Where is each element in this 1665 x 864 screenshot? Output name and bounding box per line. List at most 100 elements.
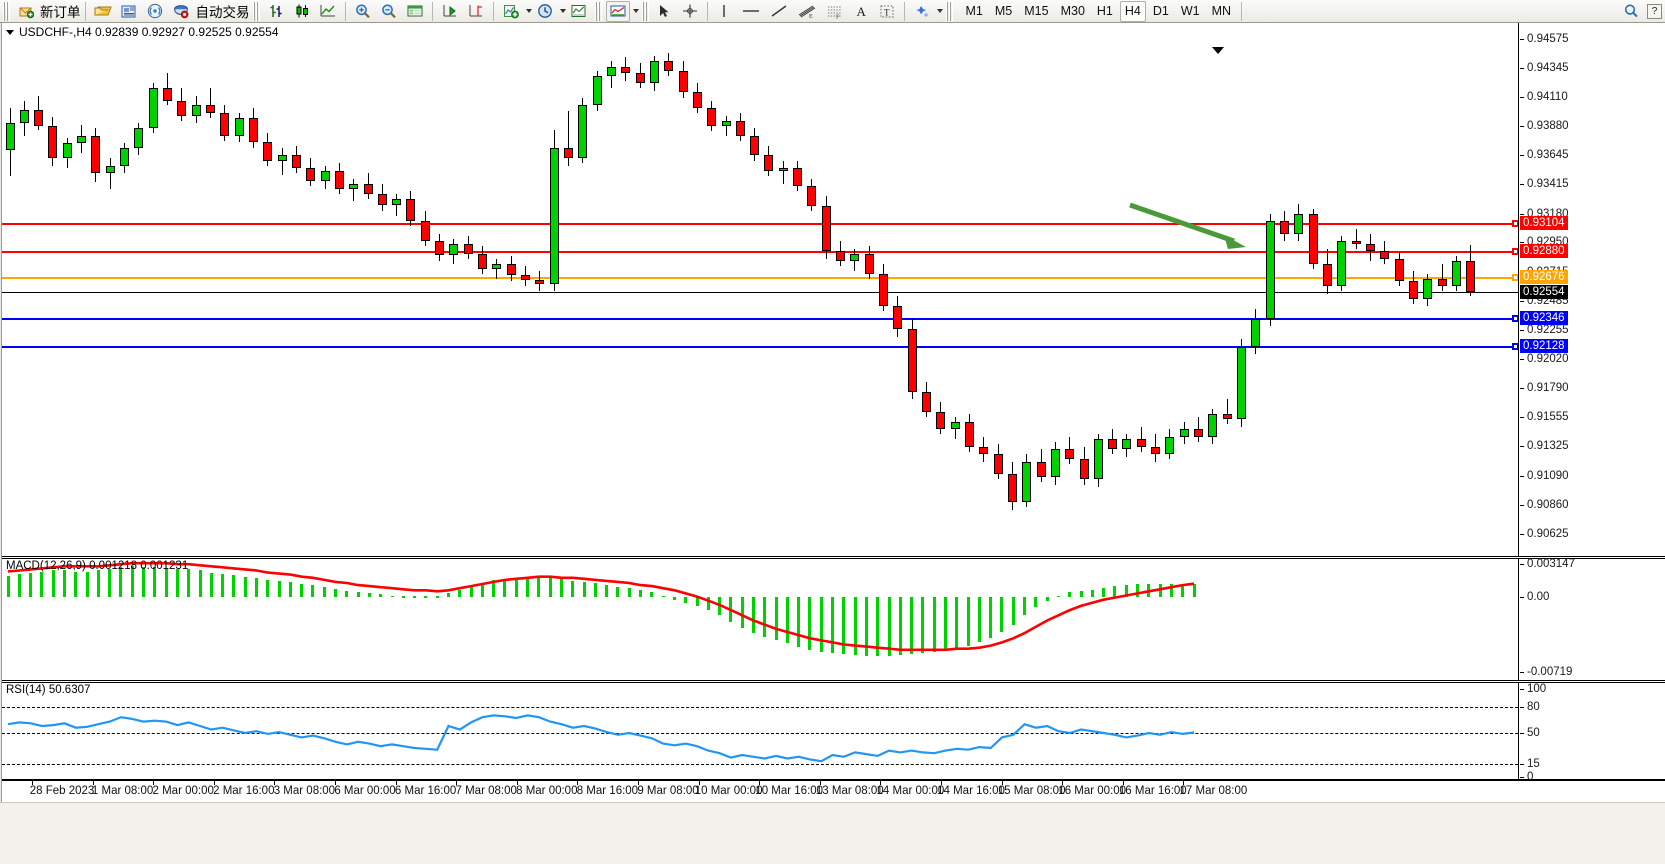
candle-body [850,253,860,262]
macd-histogram-bar [910,596,914,654]
candlestick [1365,23,1375,556]
time-label-4: 3 Mar 08:00 [273,785,336,797]
macd-histogram-bar [842,596,846,654]
rsi-plot-area[interactable] [2,683,1518,779]
candlestick [750,23,760,556]
candle-body [48,125,58,159]
level-drag-handle[interactable] [1512,248,1518,256]
collapse-chart-arrow-icon[interactable] [1212,47,1224,54]
add-indicator-icon[interactable] [499,1,523,22]
price-axis[interactable]: 0.94575 0.94345 0.94110 0.93880 0.93645 0.934… [1518,23,1665,556]
vertical-line-icon[interactable] [713,1,736,22]
objects-chevron-down-icon[interactable] [936,9,943,13]
level-drag-handle[interactable] [1512,273,1518,281]
macd-pane[interactable]: MACD(12,26,9) 0.001218 0.001231 0.003147… [2,558,1665,681]
macd-plot-area[interactable] [2,559,1518,680]
toolbar-grip[interactable] [3,1,10,21]
time-axis[interactable]: 28 Feb 2023 1 Mar 08:00 2 Mar 00:00 2 Mar 1… [2,780,1665,802]
candlestick [48,23,58,556]
macd-histogram-bar [254,577,258,597]
timeframe-h1[interactable]: H1 [1096,4,1113,18]
news-icon[interactable] [117,1,141,22]
equidistant-channel-icon[interactable]: E [794,1,820,22]
macd-tick-0.00: 0.00 [1519,590,1550,603]
templates-dropdown-icon[interactable] [605,0,630,22]
objects-icon[interactable] [910,1,934,22]
toolbar-grip-5[interactable] [945,1,953,21]
period-icon[interactable] [533,1,557,22]
toolbar-grip-2[interactable] [252,1,260,21]
candle-body [521,275,531,281]
toolbar-grip-3[interactable] [594,1,602,21]
macd-histogram-bar [51,570,55,597]
time-label-15: 14 Mar 16:00 [937,785,1005,797]
macd-histogram-bar [356,592,360,597]
bar-chart-icon[interactable] [264,1,288,22]
timeframe-h4[interactable]: H4 [1119,0,1146,22]
time-label-17: 16 Mar 00:00 [1058,785,1127,797]
candlestick-chart-icon[interactable] [290,1,314,22]
macd-histogram-bar [6,575,10,597]
crosshair-icon[interactable] [678,1,702,22]
candlestick [1093,23,1103,556]
period-chevron-down-icon[interactable] [559,9,566,13]
price-plot-area[interactable] [2,23,1518,556]
candle-wick [782,160,784,184]
macd-histogram-bar [209,572,213,597]
timeframe-mn[interactable]: MN [1211,4,1232,18]
macd-histogram-bar [1034,596,1038,607]
timeframe-m30[interactable]: M30 [1060,4,1085,18]
candle-wick [209,88,211,119]
level-drag-handle[interactable] [1512,342,1518,350]
macd-histogram-bar [175,569,179,597]
text-icon[interactable]: A [850,1,873,22]
candle-body [1208,414,1218,437]
folder-icon[interactable] [91,1,115,22]
zoom-in-icon[interactable] [351,1,375,22]
add-indicator-chevron-down-icon[interactable] [525,9,532,13]
fibonacci-icon[interactable]: F [822,1,848,22]
line-chart-icon[interactable] [316,1,340,22]
auto-scroll-icon[interactable] [438,1,462,22]
trend-arrow-annotation[interactable] [2,23,1518,556]
price-pane[interactable]: USDCHF-,H4 0.92839 0.92927 0.92525 0.925… [2,23,1665,557]
chart-shift-icon[interactable] [464,1,488,22]
expert-advisor-icon[interactable] [169,1,193,22]
timeframe-m15[interactable]: M15 [1024,4,1049,18]
chevron-down-icon[interactable] [6,29,14,35]
candlestick [19,23,29,556]
zoom-out-icon[interactable] [377,1,401,22]
candlestick [1394,23,1404,556]
timeframe-group: M1 M5 M15 M30 H1 H4 D1 W1 MN [960,0,1238,22]
timeframe-w1[interactable]: W1 [1180,4,1200,18]
timeframe-d1[interactable]: D1 [1152,4,1169,18]
cursor-icon[interactable] [653,1,676,22]
templates-icon[interactable] [567,1,591,22]
new-order-label[interactable]: 新订单 [40,5,81,20]
help-icon[interactable]: ? [1647,3,1662,19]
timeframe-m5[interactable]: M5 [994,4,1013,18]
macd-histogram-bar [582,581,586,597]
candlestick [821,23,831,556]
toolbar-grip-4[interactable] [641,1,649,21]
search-icon[interactable] [1619,1,1642,22]
candlestick [1408,23,1418,556]
trendline-icon[interactable] [766,1,792,22]
new-order-icon[interactable] [14,1,37,22]
candle-body [1466,261,1476,293]
signal-icon[interactable] [143,1,167,22]
macd-histogram-bar [379,594,383,597]
autotrading-label[interactable]: 自动交易 [195,5,250,20]
macd-histogram-bar [785,596,789,644]
horizontal-line-icon[interactable] [738,1,764,22]
candle-wick [1198,416,1200,442]
rsi-axis: 100 80 50 15 0 [1518,683,1665,779]
price-label-box-0.92676: 0.92676 [1520,269,1568,284]
timeframe-m1[interactable]: M1 [965,4,983,18]
level-drag-handle[interactable] [1512,315,1518,323]
level-drag-handle[interactable] [1512,220,1518,228]
text-label-icon[interactable]: T [875,1,899,22]
rsi-pane[interactable]: RSI(14) 50.6307 100 80 50 15 0 [2,682,1665,780]
templates-chevron-down-icon[interactable] [632,9,639,13]
data-window-icon[interactable] [403,1,427,22]
